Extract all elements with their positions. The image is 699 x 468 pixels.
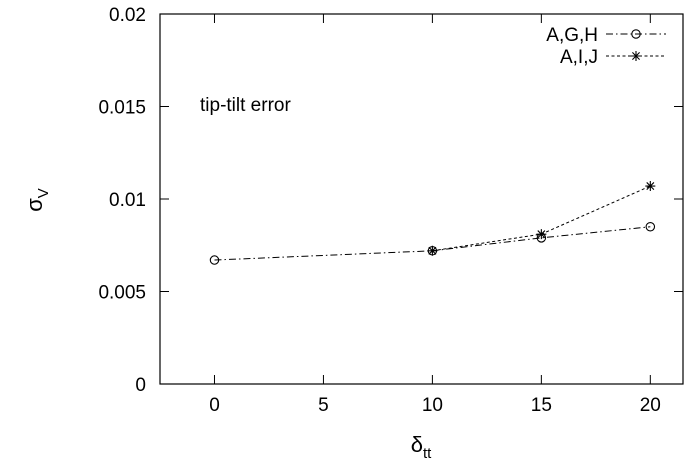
- y-tick-label: 0.01: [109, 190, 146, 211]
- y-tick-label: 0.02: [109, 5, 146, 26]
- ticks: 0 5 10 15 20 0 0.005 0.01 0.015 0.02: [98, 5, 683, 416]
- asterisk-marker: [645, 181, 656, 192]
- asterisk-marker: [427, 245, 438, 256]
- y-axis-label: σV: [22, 188, 52, 212]
- y-tick-label: 0.015: [98, 98, 146, 119]
- annotation-text: tip-tilt error: [200, 95, 291, 116]
- y-tick-label: 0.005: [98, 283, 146, 304]
- series-line: [214, 226, 651, 261]
- circle-marker: [631, 29, 641, 39]
- y-tick-label: 0: [135, 375, 146, 396]
- legend-label: A,I,J: [560, 47, 598, 68]
- y-axis-subscript: V: [35, 188, 52, 198]
- legend-label: A,G,H: [546, 25, 598, 46]
- series-layer: [209, 181, 656, 265]
- legend-entry-2: A,I,J: [560, 47, 666, 68]
- x-tick-label: 20: [640, 395, 661, 416]
- series-2: [427, 181, 656, 256]
- x-axis-subscript: tt: [423, 445, 432, 462]
- x-tick-label: 10: [422, 395, 443, 416]
- x-tick-label: 0: [209, 395, 220, 416]
- x-axis-label: δtt: [411, 432, 432, 462]
- x-axis-symbol: δ: [411, 432, 423, 457]
- series-line: [432, 185, 651, 252]
- legend: A,G,HA,I,J: [546, 25, 666, 68]
- series-1: [209, 222, 656, 265]
- asterisk-marker: [631, 51, 641, 61]
- circle-marker: [209, 255, 220, 265]
- y-axis-symbol: σ: [22, 198, 47, 212]
- x-tick-label: 15: [531, 395, 552, 416]
- legend-entry-1: A,G,H: [546, 25, 666, 46]
- x-tick-label: 5: [318, 395, 329, 416]
- asterisk-marker: [536, 229, 547, 240]
- plot-frame: [159, 13, 684, 385]
- circle-marker: [645, 222, 656, 232]
